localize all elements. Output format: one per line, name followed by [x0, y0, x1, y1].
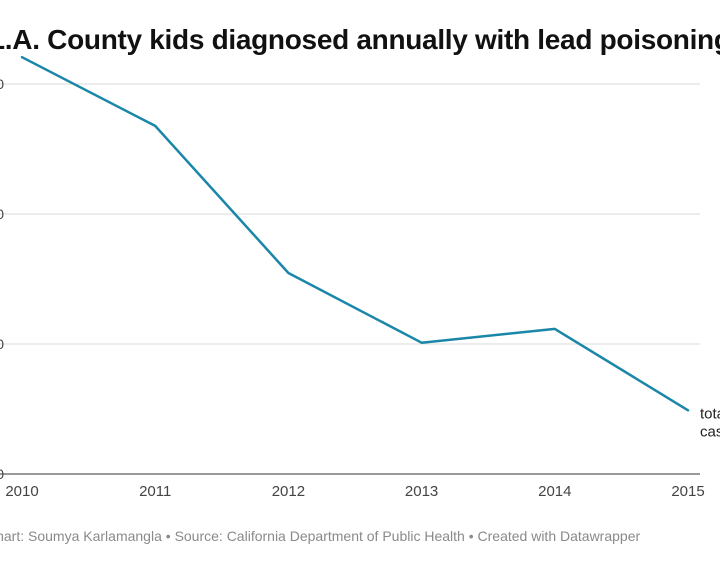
data-point: [553, 327, 557, 331]
created-with: Created with Datawrapper: [477, 528, 641, 544]
data-point: [420, 341, 424, 345]
chart-footer: Chart: Soumya Karlamangla • Source: Cali…: [0, 528, 640, 544]
data-point: [286, 271, 290, 275]
grid-lines: [0, 83, 700, 475]
y-tick-label: 1500: [0, 76, 4, 92]
x-tick-label: 2015: [671, 483, 704, 500]
footer-separator: •: [464, 528, 478, 544]
data-point: [686, 408, 690, 412]
chart-title: L.A. County kids diagnosed annually with…: [0, 24, 720, 55]
y-tick-label: 500: [0, 336, 4, 352]
x-tick-labels: 2010 2011 2012 2013 2014 2015: [5, 483, 704, 500]
x-tick-label: 2013: [405, 483, 438, 500]
x-tick-label: 2010: [5, 483, 38, 500]
chart-source: Source: California Department of Public …: [174, 528, 465, 544]
series-layer: totalcases: [20, 55, 720, 440]
series-label: totalcases: [700, 405, 720, 440]
series-line: [20, 55, 690, 412]
y-tick-labels: 0 500 1000 1500: [0, 76, 4, 482]
y-tick-label: 1000: [0, 206, 4, 222]
footer-separator: •: [161, 528, 175, 544]
data-point: [153, 124, 157, 128]
x-tick-label: 2012: [272, 483, 305, 500]
x-tick-label: 2014: [538, 483, 571, 500]
x-tick-label: 2011: [139, 483, 171, 500]
chart-credit: Chart: Soumya Karlamangla: [0, 528, 162, 544]
y-tick-label: 0: [0, 466, 4, 482]
